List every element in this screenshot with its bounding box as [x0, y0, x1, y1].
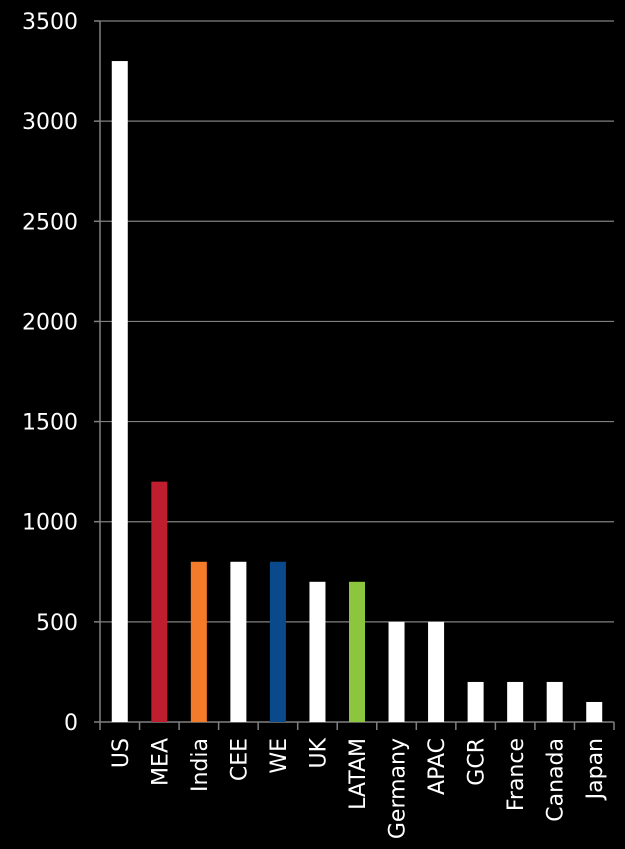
category-label-uk: UK: [306, 737, 331, 768]
y-tick-label-3500: 3500: [22, 10, 78, 35]
category-label-india: India: [188, 738, 213, 792]
bar-cee: [230, 561, 247, 722]
bar-japan: [586, 701, 603, 722]
bar-we: [269, 561, 286, 722]
bar-uk: [309, 581, 326, 722]
category-label-apac: APAC: [425, 738, 450, 795]
category-label-we: WE: [267, 738, 292, 774]
bar-mea: [151, 481, 168, 722]
category-label-latam: LATAM: [346, 738, 371, 810]
bar-india: [190, 561, 207, 722]
bar-apac: [428, 621, 445, 722]
bar-latam: [349, 581, 365, 722]
category-label-japan: Japan: [583, 738, 608, 801]
category-label-us: US: [109, 738, 134, 768]
y-tick-labels: 0 500 1000 1500 2000 2500 3000 3500: [22, 10, 100, 736]
category-labels: US MEA India CEE WE UK LATAM Germany APAC GCR Fran…: [109, 737, 608, 839]
bars: [111, 61, 603, 723]
category-label-france: France: [504, 738, 529, 811]
bar-france: [507, 681, 524, 722]
y-tick-label-3000: 3000: [22, 110, 78, 135]
y-tick-label-1500: 1500: [22, 411, 78, 436]
y-tick-label-500: 500: [36, 611, 78, 636]
y-tick-label-2500: 2500: [22, 210, 78, 235]
category-label-gcr: GCR: [465, 738, 490, 786]
bar-germany: [388, 621, 405, 722]
y-tick-label-1000: 1000: [22, 511, 78, 536]
category-label-cee: CEE: [227, 738, 252, 781]
x-tick-marks: [99, 722, 615, 730]
bar-canada: [546, 681, 563, 722]
category-label-germany: Germany: [386, 738, 411, 839]
bar-us: [111, 61, 128, 723]
gridlines: [100, 20, 614, 623]
category-label-mea: MEA: [148, 738, 173, 786]
y-tick-label-0: 0: [64, 711, 78, 736]
category-label-canada: Canada: [544, 738, 569, 822]
bar-gcr: [467, 681, 484, 722]
y-tick-label-2000: 2000: [22, 310, 78, 335]
